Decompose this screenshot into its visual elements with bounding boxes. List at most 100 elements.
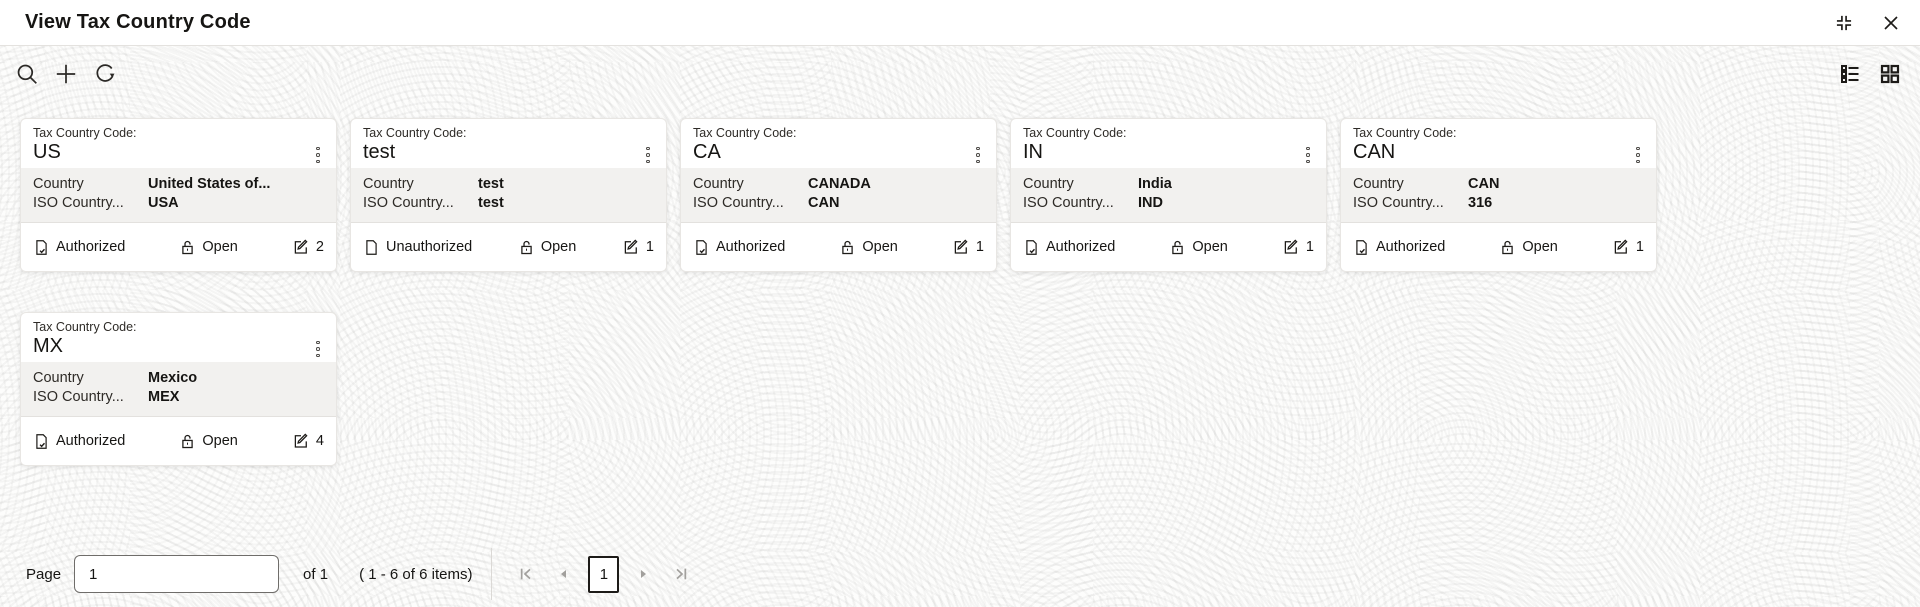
previous-page-icon[interactable] [546,568,582,580]
kebab-menu-icon[interactable] [1300,144,1316,166]
tax-country-card[interactable]: Tax Country Code: CAN Country CAN ISO Co… [1340,118,1657,272]
iso-country-value: test [478,195,504,211]
first-page-icon[interactable] [506,566,546,582]
kebab-menu-icon[interactable] [640,144,656,166]
page-input[interactable] [74,555,280,593]
country-label: Country [693,176,744,192]
last-page-icon[interactable] [661,566,701,582]
card-code-label: Tax Country Code: [363,126,467,140]
edit-count: 1 [952,238,984,256]
country-value: CANADA [808,176,871,192]
lock-status: Open [1169,239,1228,256]
iso-country-value: 316 [1468,195,1493,211]
country-value: CAN [1468,176,1500,192]
kebab-menu-icon[interactable] [970,144,986,166]
current-page-indicator[interactable]: 1 [588,555,620,593]
edit-count: 1 [1612,238,1644,256]
card-code-value: test [363,141,396,163]
card-footer: Authorized Open 1 [1341,222,1656,271]
country-value: India [1138,176,1172,192]
list-view-icon[interactable] [1836,60,1864,88]
add-icon[interactable] [51,59,81,89]
next-page-icon[interactable] [625,568,661,580]
file-icon [36,433,47,449]
card-footer: Authorized Open 4 [21,416,336,465]
card-footer: Authorized Open 1 [1011,222,1326,271]
card-header: Tax Country Code: CAN [1341,119,1656,168]
check-mark [699,248,705,253]
card-details: Country test ISO Country... test [351,168,666,222]
card-footer: Unauthorized Open 1 [351,222,666,271]
card-code-value: CAN [1353,141,1396,163]
close-icon[interactable] [1880,12,1902,34]
refresh-icon[interactable] [90,59,120,89]
authorization-status: Authorized [33,239,125,256]
tax-country-card[interactable]: Tax Country Code: US Country United Stat… [20,118,337,272]
pagination-nav: 1 [506,555,701,593]
iso-country-value: USA [148,195,179,211]
card-header: Tax Country Code: test [351,119,666,168]
edit-icon [294,433,308,448]
authorization-status: Authorized [1353,239,1445,256]
iso-country-label: ISO Country... [33,195,124,211]
tax-country-card[interactable]: Tax Country Code: test Country test ISO … [350,118,667,272]
tax-country-card[interactable]: Tax Country Code: IN Country India ISO C… [1010,118,1327,272]
grid-view-icon[interactable] [1876,60,1904,88]
card-details: Country United States of... ISO Country.… [21,168,336,222]
edit-count: 2 [292,238,324,256]
card-code-label: Tax Country Code: [1023,126,1127,140]
country-label: Country [363,176,414,192]
iso-country-label: ISO Country... [1023,195,1114,211]
authorization-status-label: Authorized [56,433,126,449]
edit-count-value: 2 [315,239,324,255]
file-icon [696,239,707,255]
page-of-label: of 1 [303,565,329,583]
check-mark [1359,248,1365,253]
edit-icon [1614,239,1628,254]
lock-status-label: Open [540,239,577,255]
kebab-menu-icon[interactable] [310,338,326,360]
country-label: Country [1023,176,1074,192]
tax-country-card[interactable]: Tax Country Code: MX Country Mexico ISO … [20,312,337,466]
check-mark [1029,248,1035,253]
tax-country-card[interactable]: Tax Country Code: CA Country CANADA ISO … [680,118,997,272]
search-icon[interactable] [12,59,42,89]
card-grid: Tax Country Code: US Country United Stat… [0,102,1920,466]
card-code-value: CA [693,141,721,163]
unlock-icon [1172,240,1184,254]
authorization-status: Authorized [33,433,125,450]
collapse-icon[interactable] [1832,11,1856,35]
lock-status: Open [1499,239,1558,256]
window-titlebar: View Tax Country Code [0,0,1920,46]
page-title: View Tax Country Code [25,11,251,33]
edit-count: 1 [622,238,654,256]
card-header: Tax Country Code: CA [681,119,996,168]
lock-status: Open [179,239,238,256]
toolbar-left [12,59,120,89]
kebab-menu-icon[interactable] [310,144,326,166]
file-icon [366,239,377,255]
lock-status-label: Open [202,239,238,255]
authorization-status-label: Authorized [56,239,126,255]
authorization-status-label: Authorized [1376,239,1446,255]
card-code-label: Tax Country Code: [33,126,137,140]
card-details: Country Mexico ISO Country... MEX [21,362,336,416]
card-details: Country India ISO Country... IND [1011,168,1326,222]
card-footer: Authorized Open 1 [681,222,996,271]
country-label: Country [1353,176,1404,192]
items-range-label: ( 1 - 6 of 6 items) [359,565,473,583]
lock-status: Open [518,239,576,256]
edit-count-value: 1 [1635,239,1644,255]
card-header: Tax Country Code: MX [21,313,336,362]
lock-status-label: Open [202,433,238,449]
kebab-menu-icon[interactable] [1630,144,1646,166]
authorization-status: Authorized [1023,239,1115,256]
lock-status-label: Open [1192,239,1228,255]
iso-country-label: ISO Country... [1353,195,1444,211]
country-value: United States of... [148,176,271,192]
country-label: Country [33,176,84,192]
iso-country-label: ISO Country... [33,389,124,405]
country-label: Country [33,370,84,386]
toolbar-right [1836,60,1904,88]
edit-count-value: 1 [645,239,654,255]
